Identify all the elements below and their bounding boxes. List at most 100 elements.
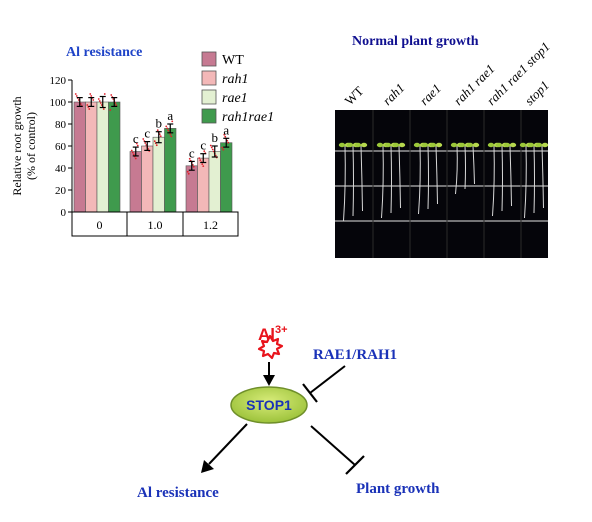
seedling-leaf <box>354 142 362 148</box>
seedling-leaf <box>503 142 511 148</box>
output-plant-growth: Plant growth <box>356 481 440 497</box>
legend-swatch <box>201 89 217 105</box>
data-point <box>227 141 230 144</box>
data-point <box>155 144 158 147</box>
bar <box>141 145 154 213</box>
genotype-label: rah1 <box>380 80 408 108</box>
data-point <box>97 98 100 100</box>
output-al-resistance: Al resistance <box>137 485 219 501</box>
data-point <box>211 148 214 151</box>
seedling-leaf <box>466 142 474 148</box>
data-point <box>187 172 190 175</box>
y-axis-label: Relative root growth <box>10 96 24 195</box>
data-point <box>88 108 91 110</box>
bar <box>129 151 142 213</box>
ion-charge: 3+ <box>275 324 288 336</box>
legend-swatch <box>201 70 217 86</box>
bar <box>185 165 198 213</box>
data-point <box>102 108 105 110</box>
stop1-node <box>230 386 308 424</box>
data-point <box>136 144 139 147</box>
seedling-root <box>533 145 535 214</box>
data-point <box>110 94 113 96</box>
bar <box>96 101 109 213</box>
seedling-root <box>455 145 458 195</box>
seedling-leaf <box>509 142 517 148</box>
data-point <box>144 142 147 144</box>
seedling-leaf <box>384 142 392 148</box>
seedling-root <box>381 145 384 219</box>
bar <box>164 128 177 213</box>
data-point <box>188 157 191 160</box>
significance-label: b <box>212 130 219 145</box>
data-point <box>171 120 174 123</box>
agar-plate <box>335 110 548 258</box>
data-point <box>103 93 106 95</box>
category-label: 1.0 <box>148 218 163 232</box>
seedling-leaf <box>435 142 443 148</box>
y-axis-label-unit: (% of control) <box>24 112 38 180</box>
significance-label: c <box>200 138 206 153</box>
seedling-leaf <box>527 142 535 148</box>
data-point <box>90 95 93 97</box>
seedling-leaf <box>360 142 368 148</box>
significance-label: c <box>144 126 150 141</box>
seedling-root <box>541 145 544 209</box>
legend-swatch <box>201 108 217 124</box>
data-point <box>132 153 135 156</box>
activation-arrow <box>208 423 248 465</box>
data-point <box>74 93 77 95</box>
data-point <box>115 104 118 106</box>
seedling-leaf <box>535 142 543 148</box>
legend-label: rah1 <box>222 72 248 87</box>
category-label: 1.2 <box>203 218 218 232</box>
seedling-leaf <box>376 142 384 148</box>
y-tick-label: 20 <box>55 185 67 197</box>
data-point <box>131 151 134 154</box>
seedling-leaf <box>458 142 466 148</box>
category-table <box>71 211 239 237</box>
seedling-root <box>464 145 466 190</box>
significance-label: c <box>133 131 139 146</box>
arrow-head-icon <box>263 375 275 386</box>
seedling-root <box>427 145 429 210</box>
seedling-leaf <box>398 142 406 148</box>
seedling-root <box>524 145 527 219</box>
legend-label: rah1rae1 <box>222 110 274 125</box>
seedlings <box>338 142 549 222</box>
data-point <box>210 146 213 149</box>
legend-swatch <box>201 51 217 67</box>
data-point <box>186 170 189 173</box>
seedling-root <box>501 145 503 212</box>
data-point <box>98 100 101 102</box>
seedling-root <box>360 145 363 212</box>
seedling-leaf <box>413 142 421 148</box>
data-point <box>167 129 170 132</box>
genotype-label: WT <box>342 83 367 108</box>
model-diagram: Al3+ STOP1 RAE1/RAH1 Al resistance Plant… <box>137 324 440 501</box>
data-point <box>198 157 201 160</box>
data-point <box>135 142 138 145</box>
data-point <box>192 165 195 168</box>
y-tick-label: 80 <box>55 119 67 131</box>
data-point <box>75 95 78 97</box>
y-tick-label: 120 <box>50 75 67 87</box>
data-point <box>209 144 212 147</box>
bar <box>73 101 86 213</box>
arrow-head-icon <box>201 460 214 473</box>
genotype-label: stop1 <box>522 78 553 109</box>
data-point <box>153 140 156 143</box>
data-point <box>159 135 162 138</box>
seedling-root <box>343 145 346 222</box>
seedling-leaf <box>392 142 400 148</box>
data-point <box>202 165 205 168</box>
stop1-label: STOP1 <box>246 397 292 413</box>
inhibition-bar <box>302 383 318 403</box>
data-point <box>130 149 133 152</box>
data-point <box>89 93 92 95</box>
data-point <box>169 133 172 136</box>
seedling-leaf <box>450 142 458 148</box>
